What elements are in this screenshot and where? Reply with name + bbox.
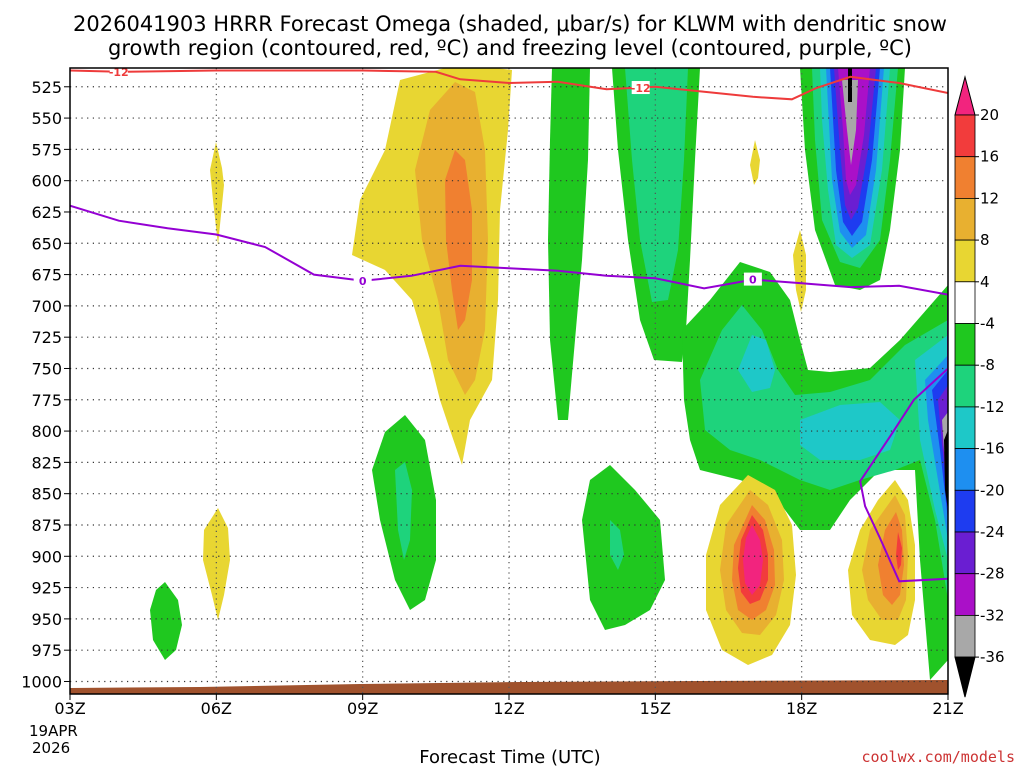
colorbar-label-1: 16	[980, 148, 999, 166]
colorbar-swatch-11	[954, 531, 976, 575]
colorbar-label-13: -36	[980, 648, 1005, 666]
colorbar-label-7: -12	[980, 398, 1005, 416]
start-date-year: 2026	[32, 739, 70, 757]
y-tick-label-1: 550	[31, 109, 62, 128]
omega-shading	[70, 68, 948, 694]
x-tick-label-3: 12Z	[493, 699, 524, 718]
y-tick-label-5: 650	[31, 234, 62, 253]
x-tick-label-2: 09Z	[347, 699, 378, 718]
plot-frame	[69, 67, 949, 695]
y-tick-label-17: 950	[31, 610, 62, 629]
dgz-label-2-bg	[631, 81, 650, 95]
colorbar-label-0: 20	[980, 106, 999, 124]
y-tick-label-3: 600	[31, 172, 62, 191]
x-axis-label: Forecast Time (UTC)	[419, 747, 600, 768]
colorbar-label-5: -4	[980, 315, 995, 333]
credit-text: coolwx.com/models	[861, 748, 1015, 766]
fzl-label-2: 0	[749, 274, 757, 287]
colorbar-swatch-3	[954, 197, 976, 241]
x-tick-label-4: 15Z	[640, 699, 671, 718]
y-tick-label-8: 725	[31, 328, 62, 347]
colorbar-label-3: 8	[980, 231, 990, 249]
y-tick-label-9: 750	[31, 359, 62, 378]
y-tick-label-11: 800	[31, 422, 62, 441]
y-tick-label-18: 975	[31, 641, 62, 660]
colorbar-top-arrow	[954, 75, 976, 116]
colorbar: 20 16 12 8 4 -4 -8 -12 -16 -20 -24 -28 -32 -36	[954, 75, 1005, 698]
omega-region-low-cells	[150, 415, 665, 660]
contour-labels: -12 -12 0 0	[109, 64, 762, 288]
y-tick-label-12: 825	[31, 453, 62, 472]
y-tick-label-14: 875	[31, 516, 62, 535]
x-axis: 03Z 06Z 09Z 12Z 15Z 18Z 21Z	[54, 694, 964, 718]
y-tick-label-13: 850	[31, 485, 62, 504]
freezing-level-contour	[70, 204, 948, 583]
colorbar-swatch-10	[954, 489, 976, 533]
colorbar-swatch-9	[954, 448, 976, 491]
contour-layer	[70, 69, 948, 583]
y-tick-label-0: 525	[31, 78, 62, 97]
y-axis: 525 550 575 600 625 650 675 700 725 750 775 800 825 8…	[21, 78, 70, 691]
dgz-label-1: -12	[109, 66, 129, 79]
colorbar-swatch-7	[954, 364, 976, 408]
colorbar-swatch-13	[954, 615, 976, 658]
y-tick-label-7: 700	[31, 297, 62, 316]
colorbar-label-9: -20	[980, 481, 1005, 499]
y-tick-label-6: 675	[31, 266, 62, 285]
colorbar-label-6: -8	[980, 356, 995, 374]
colorbar-swatch-6	[954, 323, 976, 366]
colorbar-bottom-arrow	[954, 656, 976, 698]
omega-region-17z-upward	[706, 475, 796, 665]
chart-title-line-2: growth region (contoured, red, ºC) and f…	[108, 36, 912, 60]
colorbar-swatch-2	[954, 156, 976, 199]
y-tick-label-16: 925	[31, 579, 62, 598]
dendritic-growth-contour	[70, 69, 948, 101]
x-tick-label-0: 03Z	[54, 699, 85, 718]
x-tick-label-1: 06Z	[201, 699, 232, 718]
colorbar-swatch-1	[954, 114, 976, 158]
y-tick-label-15: 900	[31, 547, 62, 566]
start-date-day: 19APR	[29, 722, 78, 740]
colorbar-label-8: -16	[980, 440, 1005, 458]
y-tick-label-4: 625	[31, 203, 62, 222]
colorbar-swatch-12	[954, 573, 976, 616]
colorbar-label-2: 12	[980, 189, 999, 207]
fzl-label-1: 0	[359, 275, 367, 288]
colorbar-swatch-4	[954, 239, 976, 283]
dgz-label-2: -12	[631, 82, 651, 95]
fzl-label-1-bg	[353, 273, 372, 287]
y-tick-label-2: 575	[31, 140, 62, 159]
omega-region-10z-upward	[352, 68, 512, 465]
colorbar-swatch-8	[954, 406, 976, 449]
grid-lines	[70, 68, 948, 694]
y-tick-label-19: 1000	[21, 672, 62, 691]
chart-title-line-1: 2026041903 HRRR Forecast Omega (shaded, …	[73, 12, 947, 36]
colorbar-label-11: -28	[980, 565, 1005, 583]
colorbar-label-12: -32	[980, 606, 1005, 624]
x-tick-label-5: 18Z	[786, 699, 817, 718]
omega-region-19z-column	[800, 68, 905, 290]
colorbar-label-10: -24	[980, 523, 1005, 541]
x-tick-label-6: 21Z	[932, 699, 963, 718]
fzl-label-2-bg	[743, 272, 762, 286]
omega-region-small-upward	[203, 140, 806, 620]
colorbar-swatch-5	[954, 281, 976, 324]
y-tick-label-10: 775	[31, 391, 62, 410]
colorbar-label-4: 4	[980, 273, 990, 291]
